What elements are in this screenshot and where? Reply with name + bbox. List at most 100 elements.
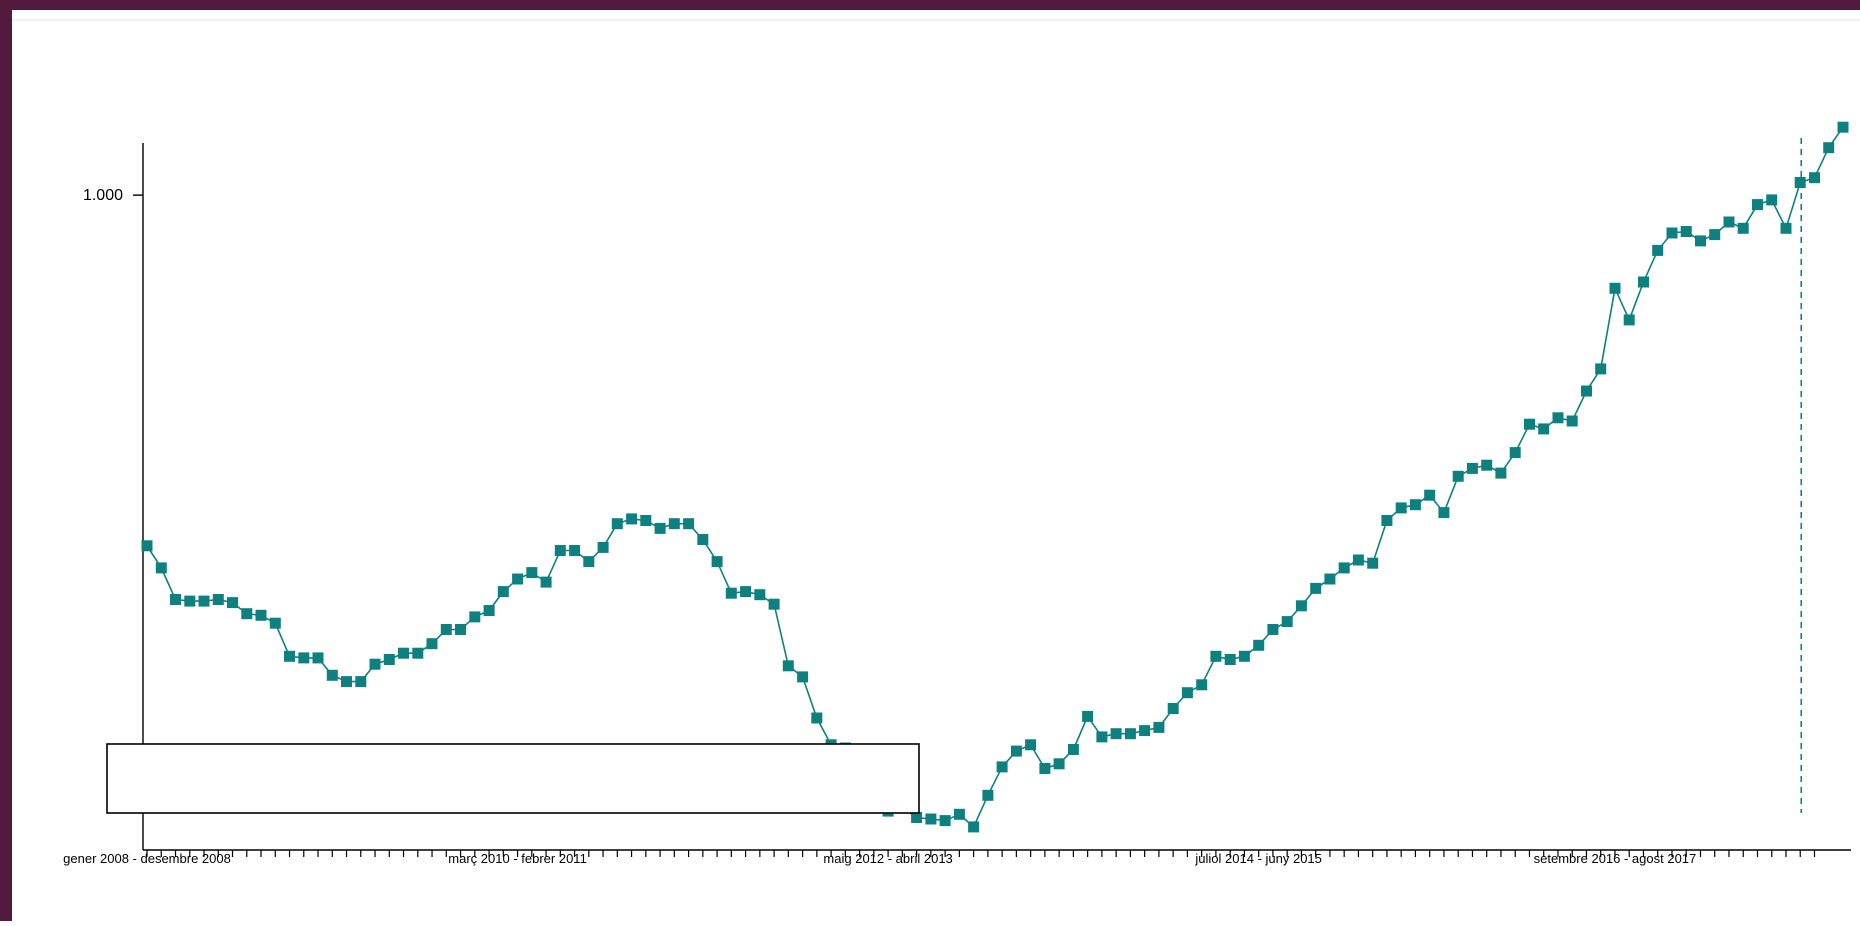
data-point[interactable] <box>412 647 424 659</box>
data-point[interactable] <box>1010 745 1022 757</box>
data-point[interactable] <box>1139 725 1151 737</box>
data-point[interactable] <box>1210 650 1222 662</box>
data-point[interactable] <box>1267 624 1279 635</box>
data-point[interactable] <box>1409 499 1421 511</box>
data-point[interactable] <box>212 594 224 605</box>
data-point[interactable] <box>326 669 338 681</box>
data-point[interactable] <box>797 671 809 683</box>
data-point[interactable] <box>611 518 623 530</box>
data-point[interactable] <box>1695 235 1706 247</box>
data-point[interactable] <box>1809 172 1820 184</box>
data-point[interactable] <box>1709 229 1721 241</box>
data-point[interactable] <box>754 589 766 601</box>
data-point[interactable] <box>1096 731 1108 743</box>
data-point[interactable] <box>1238 650 1250 662</box>
data-point[interactable] <box>1324 573 1336 585</box>
data-point[interactable] <box>626 513 638 525</box>
data-point[interactable] <box>683 518 695 530</box>
data-point[interactable] <box>469 611 481 623</box>
data-point[interactable] <box>569 545 581 556</box>
data-point[interactable] <box>1509 447 1521 459</box>
data-point[interactable] <box>1067 744 1079 755</box>
data-point[interactable] <box>284 650 295 662</box>
data-point[interactable] <box>383 654 395 665</box>
data-point[interactable] <box>1295 600 1307 612</box>
data-point[interactable] <box>526 567 538 579</box>
data-point[interactable] <box>711 556 723 568</box>
data-point[interactable] <box>1609 282 1621 294</box>
data-point[interactable] <box>640 515 652 526</box>
data-point[interactable] <box>1466 462 1478 474</box>
data-point[interactable] <box>1395 502 1407 514</box>
data-point[interactable] <box>1082 710 1094 722</box>
data-point[interactable] <box>355 676 367 688</box>
data-point[interactable] <box>1381 515 1393 526</box>
data-point[interactable] <box>1039 763 1051 774</box>
data-point[interactable] <box>1524 418 1535 430</box>
data-point[interactable] <box>953 808 965 820</box>
data-point[interactable] <box>1281 616 1293 628</box>
data-point[interactable] <box>1538 423 1550 435</box>
data-point[interactable] <box>155 562 167 574</box>
data-point[interactable] <box>782 660 794 672</box>
data-point[interactable] <box>1737 222 1749 234</box>
data-point[interactable] <box>1438 507 1450 519</box>
data-point[interactable] <box>1481 459 1493 471</box>
data-point[interactable] <box>725 587 737 599</box>
data-point[interactable] <box>398 647 409 659</box>
data-point[interactable] <box>440 624 452 635</box>
data-point[interactable] <box>369 658 381 670</box>
data-point[interactable] <box>241 608 253 620</box>
data-point[interactable] <box>1352 554 1364 566</box>
data-point[interactable] <box>540 576 552 588</box>
data-point[interactable] <box>1053 758 1065 770</box>
data-point[interactable] <box>1766 194 1778 206</box>
data-point[interactable] <box>597 541 609 553</box>
data-point[interactable] <box>170 594 181 605</box>
data-point[interactable] <box>1552 412 1564 424</box>
data-point[interactable] <box>1196 679 1208 691</box>
data-point[interactable] <box>1780 222 1792 234</box>
data-point[interactable] <box>911 812 923 823</box>
data-point[interactable] <box>768 598 780 610</box>
data-point[interactable] <box>1153 721 1165 733</box>
data-point[interactable] <box>184 595 196 607</box>
data-point[interactable] <box>1310 582 1322 594</box>
data-point[interactable] <box>996 761 1008 773</box>
data-point[interactable] <box>1837 121 1849 133</box>
data-point[interactable] <box>1638 276 1649 288</box>
data-point[interactable] <box>312 652 324 664</box>
data-point[interactable] <box>939 815 951 827</box>
data-point[interactable] <box>227 597 238 609</box>
data-point[interactable] <box>1424 489 1436 501</box>
data-point[interactable] <box>811 712 823 724</box>
data-point[interactable] <box>668 518 680 530</box>
data-point[interactable] <box>654 522 666 534</box>
data-point[interactable] <box>697 534 709 545</box>
data-point[interactable] <box>1224 654 1236 665</box>
data-point[interactable] <box>426 638 438 650</box>
data-point[interactable] <box>1452 470 1464 482</box>
data-point[interactable] <box>968 821 980 833</box>
data-point[interactable] <box>1124 728 1136 740</box>
data-point[interactable] <box>483 605 495 616</box>
data-point[interactable] <box>1652 244 1664 256</box>
data-point[interactable] <box>1338 562 1350 574</box>
data-point[interactable] <box>1181 687 1193 699</box>
data-point[interactable] <box>1110 728 1122 740</box>
data-point[interactable] <box>740 586 752 598</box>
data-point[interactable] <box>1823 142 1835 154</box>
data-point[interactable] <box>925 813 937 825</box>
data-point[interactable] <box>1253 639 1265 651</box>
data-point[interactable] <box>1495 467 1507 479</box>
data-point[interactable] <box>455 624 466 635</box>
data-point[interactable] <box>1566 415 1578 427</box>
data-point[interactable] <box>269 617 281 629</box>
data-point[interactable] <box>497 586 509 598</box>
data-point[interactable] <box>255 609 267 621</box>
data-point[interactable] <box>298 652 310 664</box>
data-point[interactable] <box>1794 177 1806 188</box>
data-point[interactable] <box>198 595 210 607</box>
data-point[interactable] <box>1025 739 1037 751</box>
data-point[interactable] <box>341 676 352 688</box>
